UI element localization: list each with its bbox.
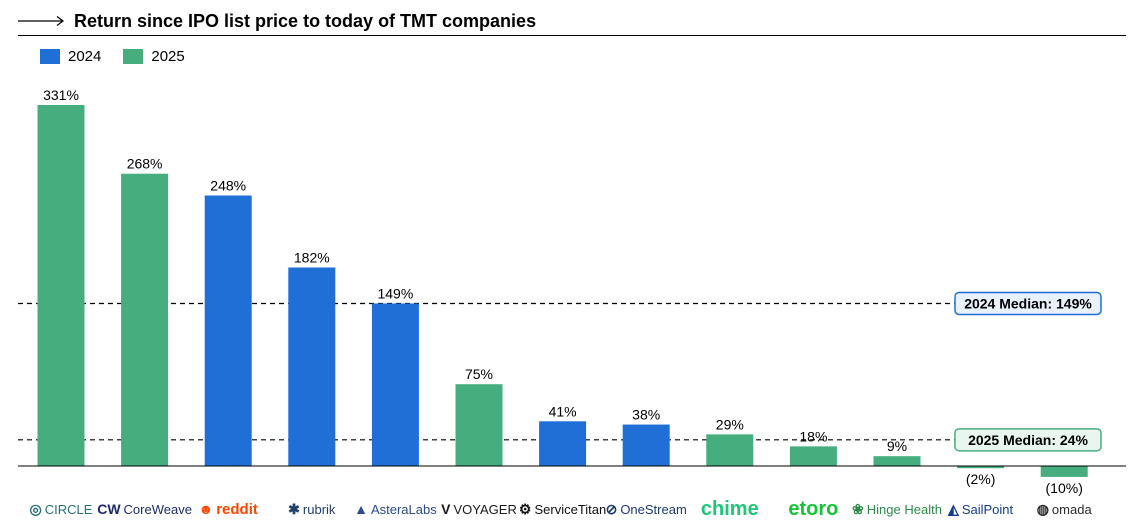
onestream-icon: ⊘ bbox=[605, 500, 618, 517]
bar-value-label-3: 182% bbox=[294, 250, 330, 266]
legend: 2024 2025 bbox=[40, 48, 207, 65]
bar-2 bbox=[204, 195, 252, 467]
category-label-10: Hinge Health bbox=[866, 501, 942, 517]
category-label-1: CoreWeave bbox=[123, 501, 192, 517]
title-divider bbox=[18, 35, 1126, 36]
legend-label-2025: 2025 bbox=[151, 48, 185, 65]
median-box-1 bbox=[954, 428, 1102, 452]
logo-voyager: V VOYAGER bbox=[424, 494, 534, 524]
bar-value-label-8: 29% bbox=[716, 416, 744, 432]
legend-item-2024: 2024 bbox=[40, 48, 101, 65]
bar-0 bbox=[37, 105, 85, 466]
median-box-0 bbox=[954, 291, 1102, 316]
category-label-11: SailPoint bbox=[961, 501, 1014, 517]
bar-3 bbox=[288, 267, 336, 466]
bar-value-label-10: 9% bbox=[887, 438, 907, 454]
median-label-0: 2024 Median: 149% bbox=[964, 295, 1092, 311]
logo-coreweave: CW CoreWeave bbox=[90, 494, 200, 524]
bar-value-label-5: 75% bbox=[465, 366, 493, 382]
category-label-9: etoro bbox=[788, 497, 839, 520]
category-label-4: AsteraLabs bbox=[370, 501, 437, 517]
bar-value-label-12: (10%) bbox=[1046, 480, 1083, 496]
bar-1 bbox=[121, 173, 169, 467]
servicetitan-icon: ⚙ bbox=[518, 500, 532, 517]
logo-reddit: ☻ reddit bbox=[173, 494, 283, 524]
legend-label-2024: 2024 bbox=[68, 48, 102, 65]
bar-11 bbox=[957, 466, 1005, 469]
bar-6 bbox=[539, 421, 587, 466]
bar-5 bbox=[455, 384, 503, 466]
category-label-7: OneStream bbox=[620, 501, 687, 517]
bar-value-label-11: (2%) bbox=[966, 471, 996, 487]
logo-onestream: ⊘ OneStream bbox=[591, 494, 701, 524]
bar-value-label-7: 38% bbox=[632, 407, 660, 423]
logo-hinge-health: ❀ Hinge Health bbox=[842, 494, 952, 524]
bar-12 bbox=[1040, 466, 1088, 477]
company-logo-row: ◎ CIRCLE CW CoreWeave ☻ reddit ✱ rubrik ▲ AsteraL… bbox=[0, 494, 1137, 524]
circle-ring-icon: ◎ bbox=[29, 500, 42, 517]
bar-8 bbox=[706, 434, 754, 466]
coreweave-icon: CW bbox=[97, 501, 121, 517]
logo-asteralabs: ▲ AsteraLabs bbox=[340, 494, 450, 524]
bar-7 bbox=[622, 424, 670, 466]
legend-item-2025: 2025 bbox=[123, 48, 185, 65]
bar-value-label-6: 41% bbox=[549, 403, 577, 419]
category-label-0: CIRCLE bbox=[44, 501, 93, 517]
category-label-2: reddit bbox=[216, 500, 258, 518]
logo-omada: ◍ omada bbox=[1009, 494, 1119, 524]
legend-swatch-2025 bbox=[123, 49, 144, 64]
arrow-right-icon bbox=[18, 16, 64, 26]
bar-value-label-4: 149% bbox=[377, 285, 413, 301]
bar-10 bbox=[873, 456, 921, 466]
bar-value-label-0: 331% bbox=[43, 87, 79, 103]
astera-icon: ▲ bbox=[354, 501, 368, 517]
legend-swatch-2024 bbox=[40, 49, 60, 64]
title-row: Return since IPO list price to today of … bbox=[18, 8, 536, 34]
category-label-3: rubrik bbox=[302, 501, 336, 517]
logo-rubrik: ✱ rubrik bbox=[257, 494, 367, 524]
logo-chime: chime bbox=[675, 494, 785, 524]
logo-sailpoint: ◭ SailPoint bbox=[926, 494, 1036, 524]
sailpoint-icon: ◭ bbox=[948, 500, 959, 517]
bar-4 bbox=[371, 303, 419, 466]
voyager-icon: V bbox=[441, 501, 451, 517]
logo-servicetitan: ⚙ ServiceTitan bbox=[508, 494, 618, 524]
category-label-12: omada bbox=[1051, 501, 1092, 517]
category-label-6: ServiceTitan bbox=[534, 501, 607, 517]
logo-etoro: etoro bbox=[758, 494, 868, 524]
category-label-8: chime bbox=[700, 497, 759, 520]
median-label-1: 2025 Median: 24% bbox=[968, 432, 1088, 448]
omada-icon: ◍ bbox=[1036, 500, 1049, 517]
hinge-health-icon: ❀ bbox=[852, 500, 864, 517]
category-label-5: VOYAGER bbox=[453, 501, 517, 517]
chart-title: Return since IPO list price to today of … bbox=[74, 10, 537, 31]
bar-value-label-9: 18% bbox=[799, 428, 827, 444]
logo-circle: ◎ CIRCLE bbox=[6, 494, 116, 524]
reddit-alien-icon: ☻ bbox=[198, 501, 214, 517]
bar-value-label-1: 268% bbox=[127, 156, 163, 172]
rubrik-icon: ✱ bbox=[288, 500, 300, 517]
bar-9 bbox=[789, 446, 837, 466]
bar-value-label-2: 248% bbox=[210, 178, 246, 194]
